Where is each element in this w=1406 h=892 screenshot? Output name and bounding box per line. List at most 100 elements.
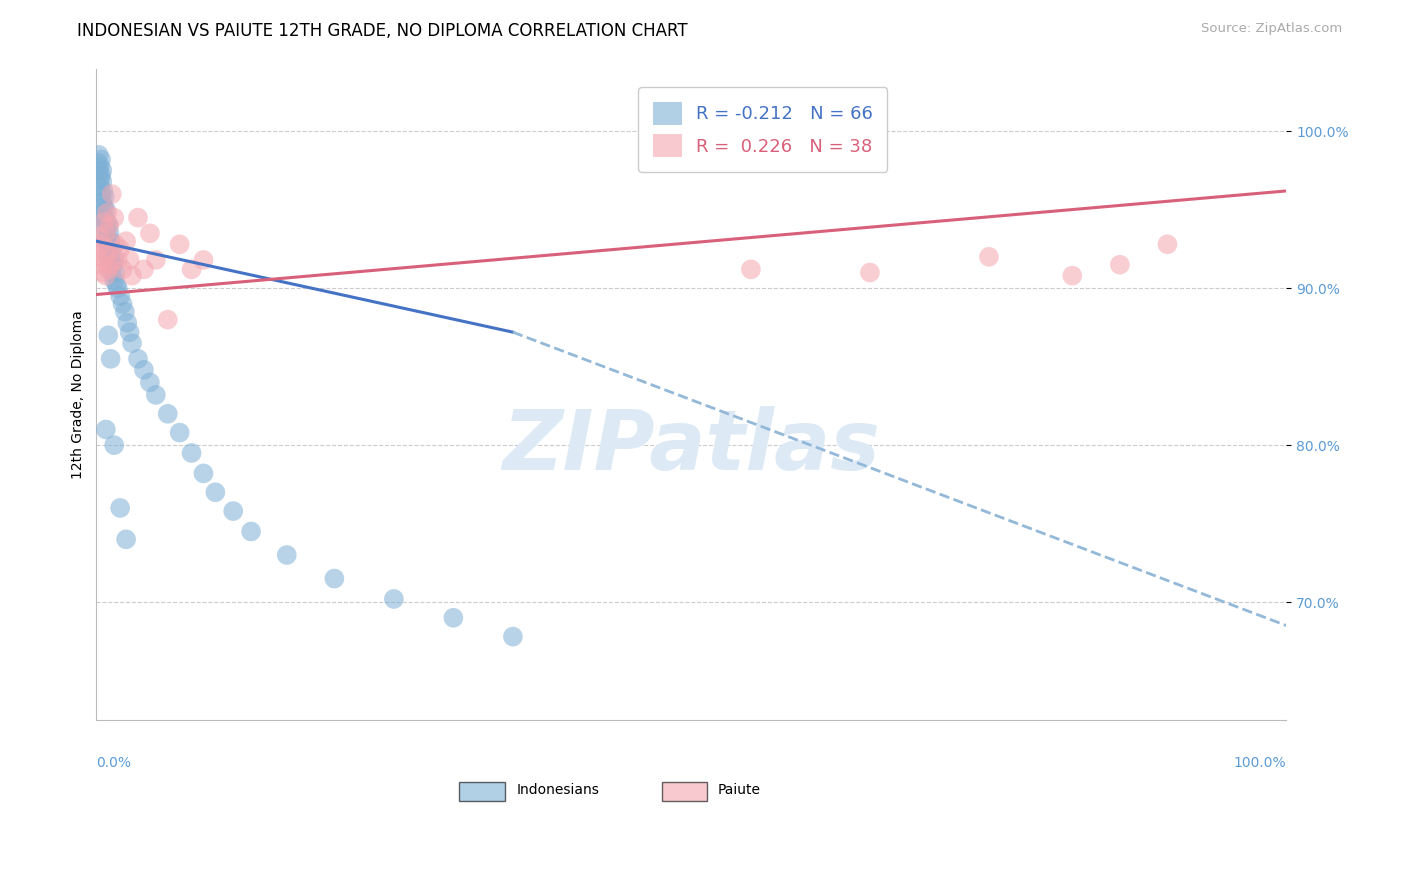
- Point: [193, 467, 215, 481]
- Point: [169, 425, 191, 440]
- Point: [204, 485, 226, 500]
- FancyBboxPatch shape: [662, 781, 707, 801]
- Point: [91, 266, 114, 280]
- Point: [132, 363, 155, 377]
- Point: [93, 215, 115, 229]
- Point: [111, 262, 134, 277]
- Point: [100, 258, 122, 272]
- Point: [193, 252, 215, 267]
- Point: [276, 548, 298, 562]
- Point: [156, 407, 179, 421]
- Point: [132, 262, 155, 277]
- Point: [101, 266, 124, 280]
- Point: [89, 231, 111, 245]
- Point: [108, 500, 131, 515]
- Point: [104, 237, 127, 252]
- Point: [94, 227, 117, 241]
- Point: [98, 244, 121, 258]
- Point: [108, 289, 131, 303]
- Point: [96, 229, 118, 244]
- Point: [96, 206, 118, 220]
- Point: [90, 258, 112, 272]
- Text: INDONESIAN VS PAIUTE 12TH GRADE, NO DIPLOMA CORRELATION CHART: INDONESIAN VS PAIUTE 12TH GRADE, NO DIPL…: [77, 22, 688, 40]
- Point: [100, 351, 122, 366]
- Point: [93, 212, 115, 227]
- Point: [169, 237, 191, 252]
- Point: [93, 200, 115, 214]
- Point: [91, 163, 114, 178]
- Point: [156, 312, 179, 326]
- Text: Source: ZipAtlas.com: Source: ZipAtlas.com: [1202, 22, 1343, 36]
- Point: [89, 171, 111, 186]
- Point: [115, 533, 138, 547]
- Point: [89, 159, 111, 173]
- Point: [103, 438, 125, 452]
- Point: [180, 262, 202, 277]
- Point: [117, 316, 139, 330]
- Text: 0.0%: 0.0%: [97, 756, 131, 770]
- Legend: R = -0.212   N = 66, R =  0.226   N = 38: R = -0.212 N = 66, R = 0.226 N = 38: [638, 87, 887, 171]
- Point: [90, 168, 112, 182]
- Point: [121, 336, 143, 351]
- Point: [97, 328, 120, 343]
- Point: [97, 237, 120, 252]
- Point: [94, 234, 117, 248]
- Point: [114, 305, 136, 319]
- Point: [101, 187, 124, 202]
- Point: [105, 278, 128, 293]
- Y-axis label: 12th Grade, No Diploma: 12th Grade, No Diploma: [72, 310, 86, 478]
- Point: [118, 252, 141, 267]
- Point: [1108, 258, 1130, 272]
- Point: [93, 190, 115, 204]
- Point: [145, 252, 167, 267]
- Point: [94, 422, 117, 436]
- Point: [118, 325, 141, 339]
- Point: [103, 252, 125, 267]
- Point: [94, 221, 117, 235]
- Point: [145, 388, 167, 402]
- Point: [97, 246, 120, 260]
- Point: [502, 630, 524, 644]
- Point: [87, 242, 110, 256]
- Point: [103, 211, 125, 225]
- Point: [382, 591, 405, 606]
- Point: [91, 194, 114, 209]
- Point: [1062, 268, 1084, 283]
- Point: [859, 266, 882, 280]
- Point: [93, 252, 115, 267]
- Point: [111, 297, 134, 311]
- Point: [87, 163, 110, 178]
- Point: [87, 148, 110, 162]
- Point: [93, 211, 115, 225]
- Point: [91, 206, 114, 220]
- Point: [101, 258, 124, 272]
- Point: [94, 202, 117, 217]
- Point: [91, 174, 114, 188]
- Point: [94, 268, 117, 283]
- Text: Paiute: Paiute: [717, 783, 761, 797]
- Point: [115, 234, 138, 248]
- Point: [86, 250, 108, 264]
- Point: [139, 376, 162, 390]
- Point: [127, 351, 149, 366]
- Point: [240, 524, 263, 539]
- Point: [100, 234, 122, 248]
- Point: [139, 227, 162, 241]
- Point: [977, 250, 1000, 264]
- Point: [180, 446, 202, 460]
- Point: [89, 179, 111, 194]
- Point: [97, 250, 120, 264]
- Point: [86, 155, 108, 169]
- Text: ZIPatlas: ZIPatlas: [502, 406, 880, 487]
- Point: [91, 237, 114, 252]
- Point: [100, 252, 122, 267]
- Point: [98, 227, 121, 241]
- Point: [93, 184, 115, 198]
- Point: [323, 572, 346, 586]
- Point: [97, 262, 120, 277]
- Point: [103, 273, 125, 287]
- Point: [98, 219, 121, 233]
- Point: [90, 187, 112, 202]
- Point: [107, 281, 129, 295]
- Point: [104, 266, 127, 280]
